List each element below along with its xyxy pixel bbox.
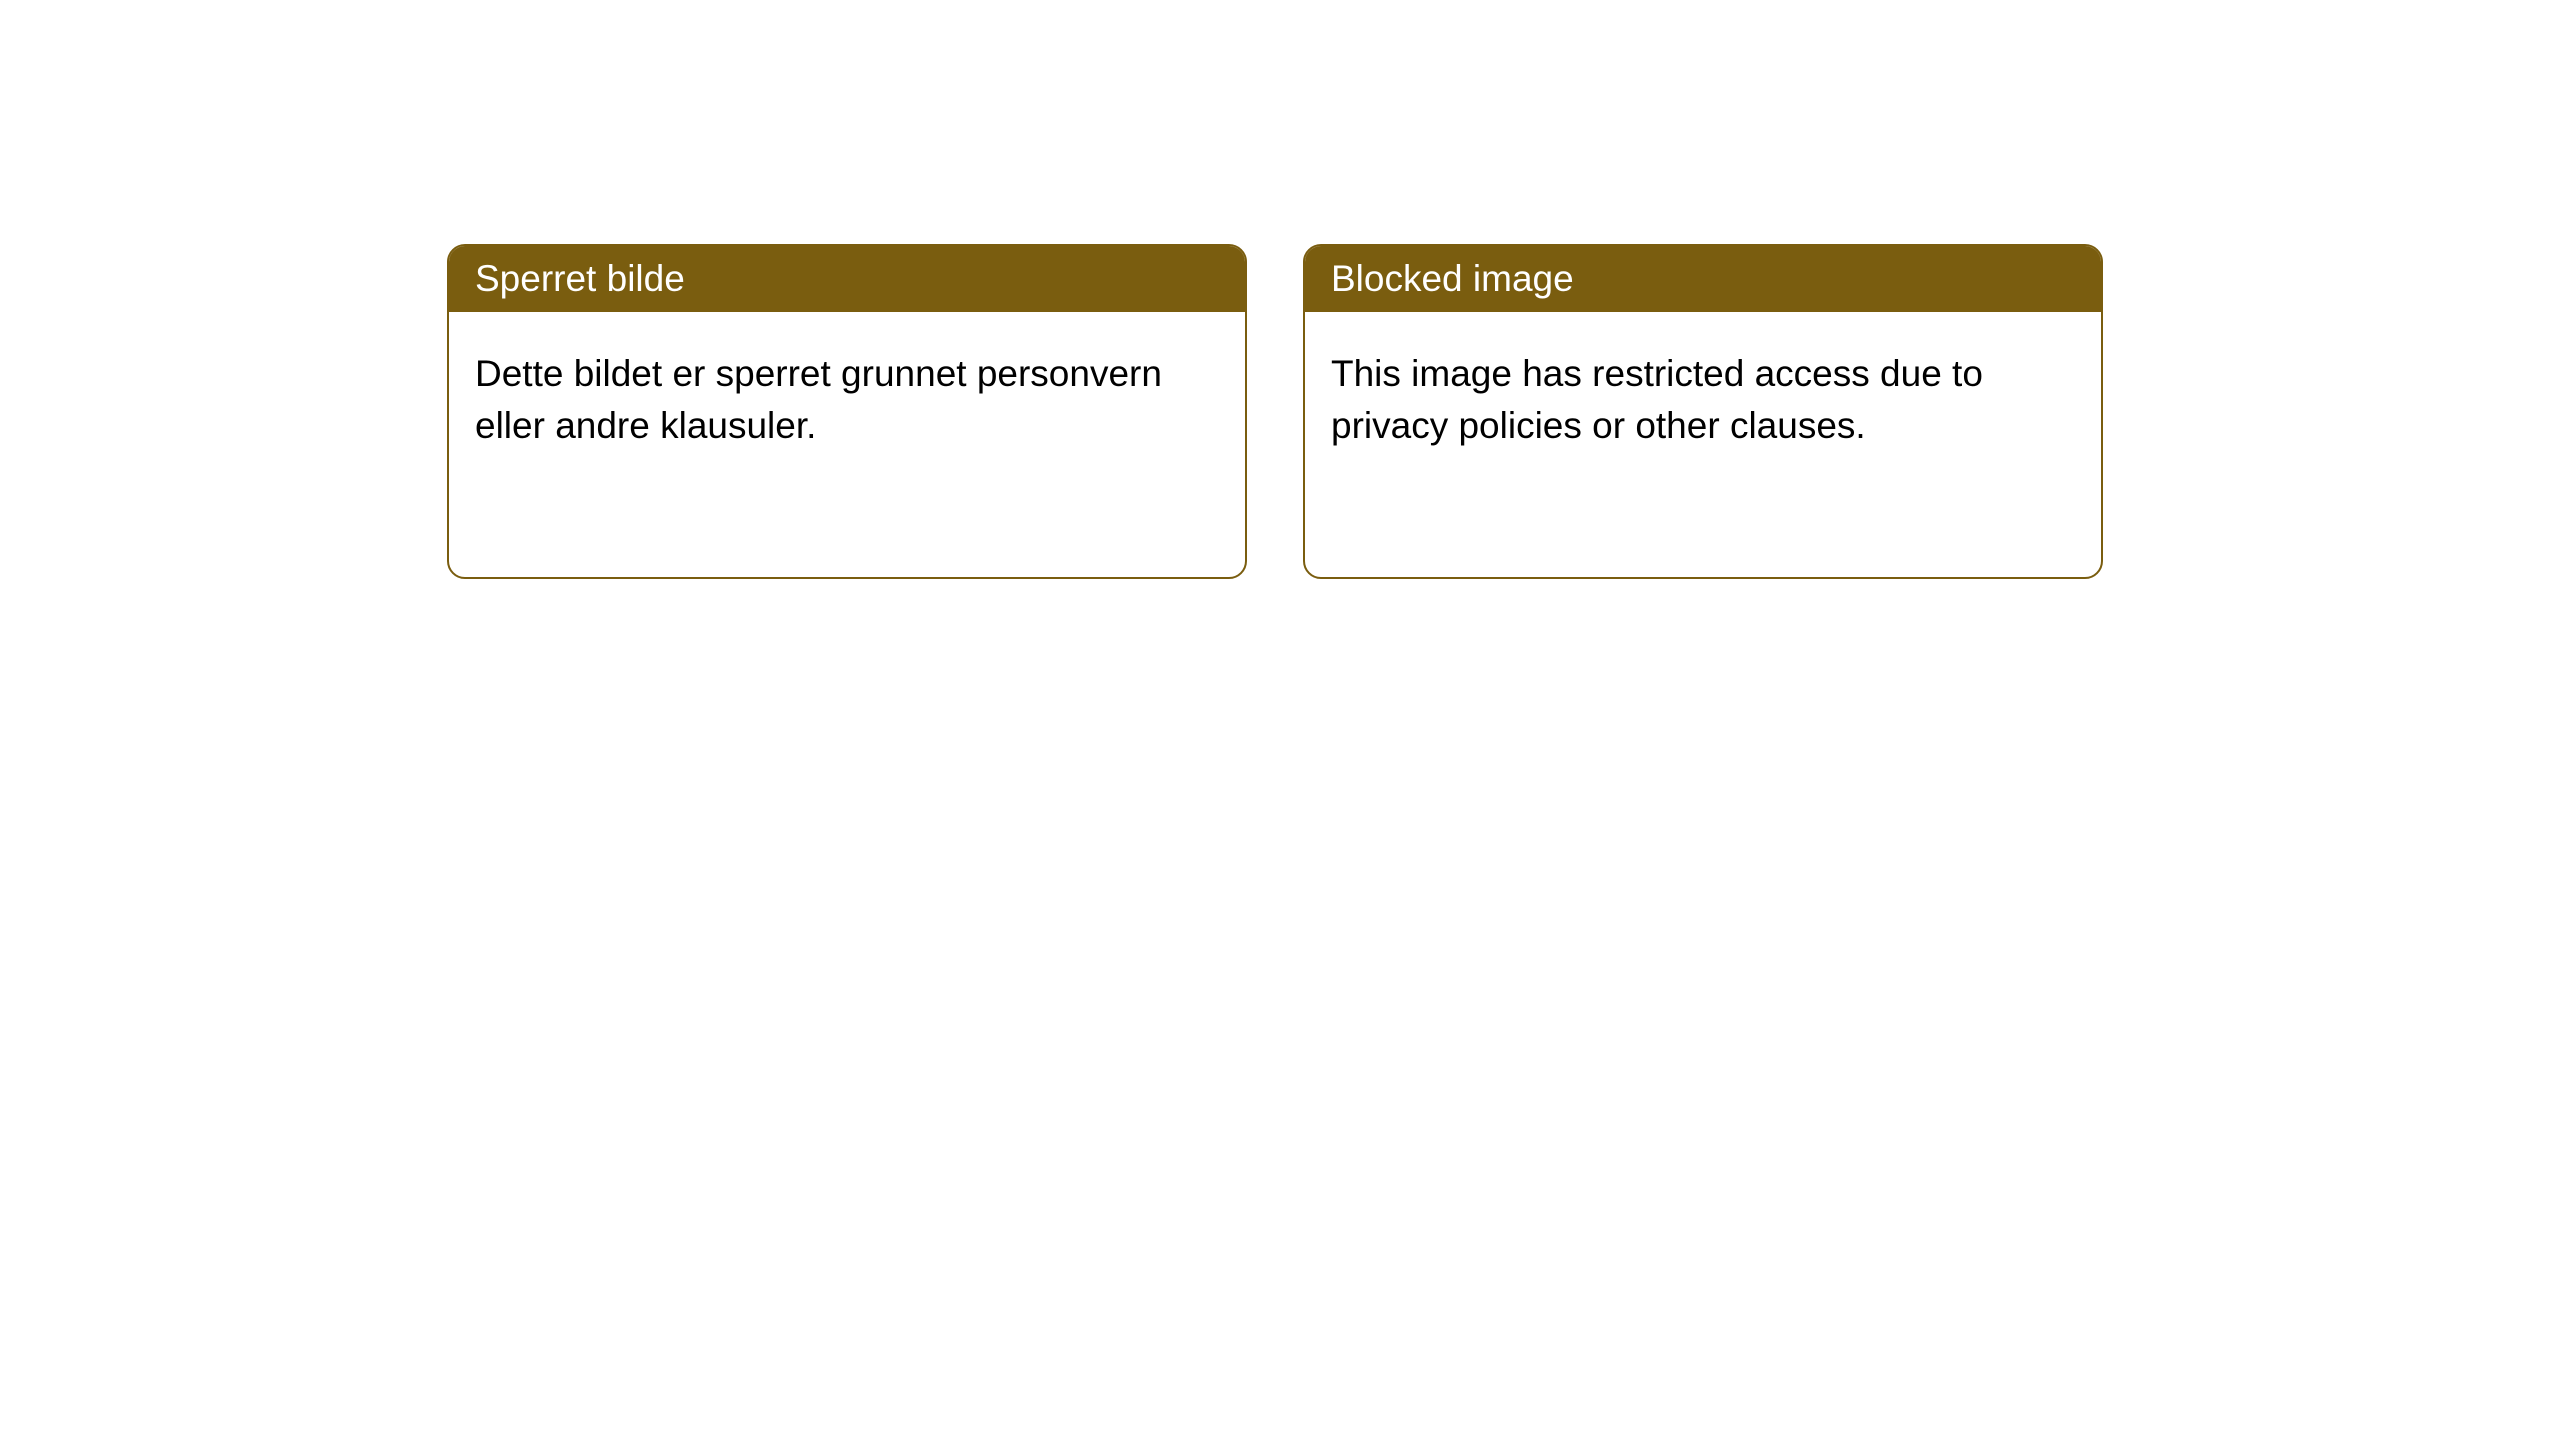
notice-title-no: Sperret bilde [449,246,1245,312]
notice-title-en: Blocked image [1305,246,2101,312]
notice-card-en: Blocked image This image has restricted … [1303,244,2103,579]
notice-card-no: Sperret bilde Dette bildet er sperret gr… [447,244,1247,579]
notice-body-en: This image has restricted access due to … [1305,312,2101,488]
notice-body-no: Dette bildet er sperret grunnet personve… [449,312,1245,488]
notice-container: Sperret bilde Dette bildet er sperret gr… [447,244,2103,579]
